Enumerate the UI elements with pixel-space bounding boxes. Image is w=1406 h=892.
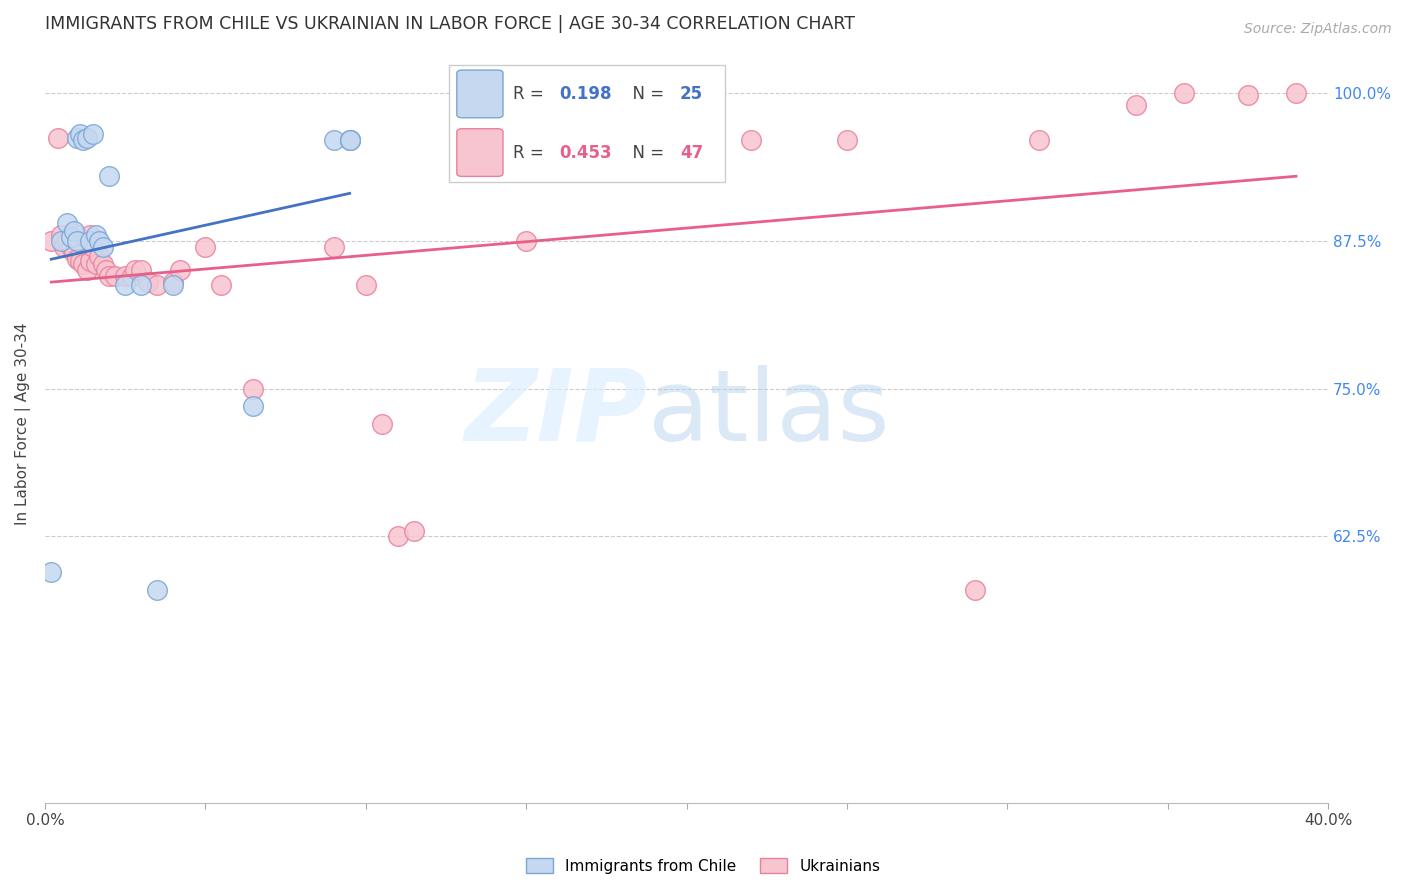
Text: IMMIGRANTS FROM CHILE VS UKRAINIAN IN LABOR FORCE | AGE 30-34 CORRELATION CHART: IMMIGRANTS FROM CHILE VS UKRAINIAN IN LA… — [45, 15, 855, 33]
Point — [62, 224, 84, 238]
Point — [76, 263, 98, 277]
Point — [39, 565, 62, 579]
Point — [62, 245, 84, 260]
Point — [659, 133, 682, 147]
FancyBboxPatch shape — [457, 70, 503, 118]
Point — [98, 269, 121, 284]
Point — [82, 128, 104, 142]
Point — [1237, 88, 1260, 103]
Point — [1173, 86, 1195, 100]
Point — [56, 216, 79, 230]
Point — [162, 275, 184, 289]
Point — [94, 263, 117, 277]
Point — [169, 263, 191, 277]
Point — [1125, 97, 1147, 112]
Point — [114, 277, 136, 292]
Text: 0.453: 0.453 — [560, 144, 612, 161]
Point — [89, 234, 111, 248]
Point — [1028, 133, 1050, 147]
Point — [114, 269, 136, 284]
Text: R =: R = — [513, 144, 550, 161]
Point — [98, 169, 121, 183]
Text: 47: 47 — [681, 144, 703, 161]
Point — [91, 257, 114, 271]
Point — [66, 131, 89, 145]
Point — [39, 234, 62, 248]
Point — [121, 269, 143, 284]
Point — [740, 133, 762, 147]
Point — [371, 417, 394, 431]
Point — [515, 234, 537, 248]
Point — [72, 133, 94, 147]
Point — [66, 227, 89, 242]
Point — [59, 240, 82, 254]
Point — [242, 382, 264, 396]
Point — [322, 133, 344, 147]
Point — [84, 227, 107, 242]
Point — [53, 240, 76, 254]
Text: Source: ZipAtlas.com: Source: ZipAtlas.com — [1244, 22, 1392, 37]
Point — [162, 277, 184, 292]
Point — [69, 128, 91, 142]
FancyBboxPatch shape — [457, 128, 503, 177]
Point — [104, 269, 127, 284]
Point — [387, 529, 409, 543]
Point — [322, 240, 344, 254]
Point — [79, 253, 101, 268]
Point — [82, 240, 104, 254]
Point — [136, 275, 159, 289]
Text: atlas: atlas — [648, 365, 890, 462]
Point — [339, 133, 361, 147]
Point — [209, 277, 232, 292]
Point — [194, 240, 217, 254]
Point — [402, 524, 425, 538]
Point — [339, 133, 361, 147]
Point — [49, 234, 72, 248]
Legend: Immigrants from Chile, Ukrainians: Immigrants from Chile, Ukrainians — [520, 852, 886, 880]
Point — [66, 234, 89, 248]
Point — [146, 277, 169, 292]
Point — [835, 133, 858, 147]
FancyBboxPatch shape — [449, 64, 725, 182]
Point — [1285, 86, 1308, 100]
Point — [339, 133, 361, 147]
Point — [84, 257, 107, 271]
Point — [124, 263, 146, 277]
Text: N =: N = — [623, 85, 669, 103]
Point — [46, 131, 69, 145]
Point — [69, 253, 91, 268]
Point — [89, 249, 111, 263]
Point — [129, 263, 152, 277]
Text: ZIP: ZIP — [465, 365, 648, 462]
Point — [79, 234, 101, 248]
Y-axis label: In Labor Force | Age 30-34: In Labor Force | Age 30-34 — [15, 323, 31, 525]
Text: 25: 25 — [681, 85, 703, 103]
Point — [242, 400, 264, 414]
Point — [354, 277, 377, 292]
Point — [91, 240, 114, 254]
Point — [59, 230, 82, 244]
Text: 0.198: 0.198 — [560, 85, 612, 103]
Point — [129, 277, 152, 292]
Text: R =: R = — [513, 85, 550, 103]
Point — [76, 131, 98, 145]
Point — [56, 234, 79, 248]
Point — [49, 227, 72, 242]
Point — [72, 257, 94, 271]
Point — [79, 227, 101, 242]
Point — [66, 252, 89, 266]
Point — [146, 582, 169, 597]
Text: N =: N = — [623, 144, 669, 161]
Point — [965, 582, 987, 597]
